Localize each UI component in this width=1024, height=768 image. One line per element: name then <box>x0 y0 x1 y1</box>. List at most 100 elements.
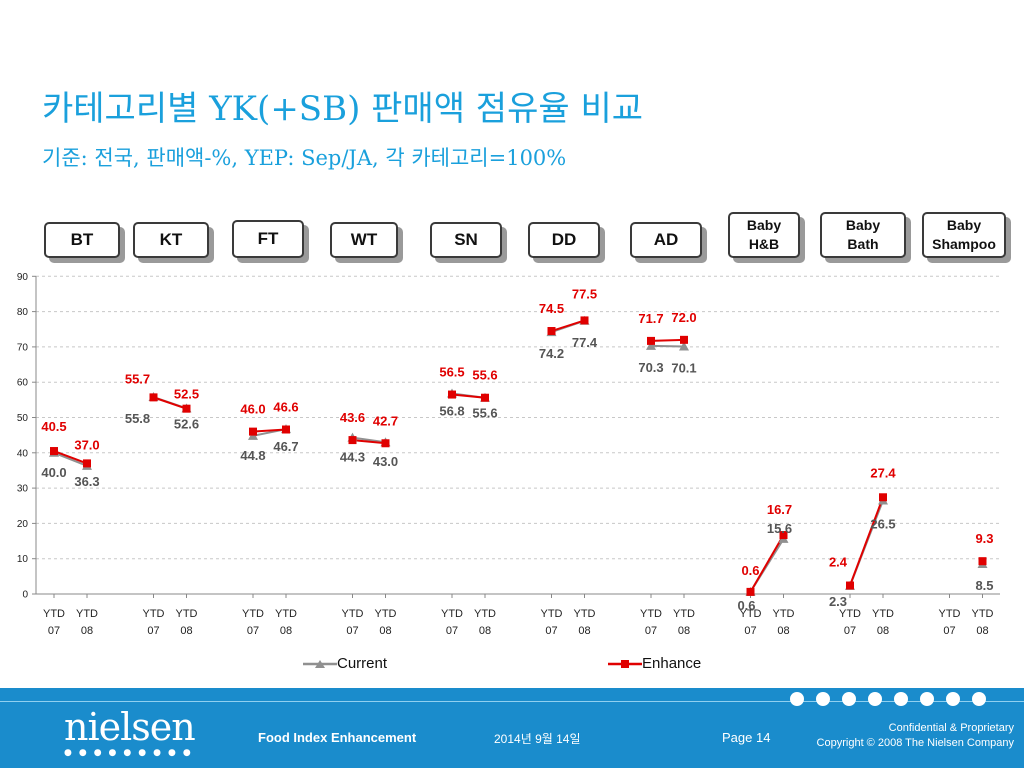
current-data-label: 43.0 <box>373 454 398 469</box>
category-baby-shampoo: Baby Shampoo <box>922 212 1006 258</box>
enhance-data-label: 55.6 <box>472 368 497 383</box>
category-ad: AD <box>630 222 702 258</box>
x-tick-label: YTD <box>375 608 397 620</box>
x-tick-label: 07 <box>545 625 557 637</box>
current-data-label: 0.6 <box>737 598 755 613</box>
enhance-point <box>348 436 357 445</box>
legend-enhance-label: Enhance <box>642 655 702 672</box>
dot-icon <box>894 692 908 706</box>
enhance-line <box>749 534 785 593</box>
enhance-data-label: 46.0 <box>240 402 265 417</box>
enhance-data-label: 71.7 <box>638 311 663 326</box>
x-tick-label: 08 <box>81 625 93 637</box>
enhance-line <box>849 496 884 586</box>
enhance-data-label: 77.5 <box>572 286 597 301</box>
page-subtitle: 기준: 전국, 판매액-%, YEP: Sep/JA, 각 카테고리=100% <box>42 146 567 170</box>
legend-current: Current <box>303 655 387 672</box>
x-tick-label: YTD <box>773 608 795 620</box>
decorative-dots <box>790 692 986 706</box>
x-tick-label: 07 <box>346 625 358 637</box>
enhance-data-label: 9.3 <box>975 531 993 546</box>
x-tick-label: 07 <box>744 625 756 637</box>
x-tick-label: YTD <box>242 608 264 620</box>
current-data-label: 36.3 <box>74 474 99 489</box>
x-tick-label: YTD <box>275 608 297 620</box>
footer-product: Food Index Enhancement <box>258 730 417 745</box>
x-tick-label: 07 <box>844 625 856 637</box>
category-baby-bath: Baby Bath <box>820 212 906 258</box>
dot-icon <box>972 692 986 706</box>
current-data-label: 8.5 <box>975 578 993 593</box>
y-tick-label: 60 <box>17 378 29 389</box>
x-tick-label: YTD <box>574 608 596 620</box>
dot-icon <box>946 692 960 706</box>
x-tick-label: YTD <box>176 608 198 620</box>
x-tick-label: 08 <box>280 625 292 637</box>
legend-enhance: Enhance <box>608 655 701 672</box>
y-tick-label: 80 <box>17 307 29 318</box>
enhance-point <box>547 327 556 336</box>
enhance-data-label: 43.6 <box>340 410 365 425</box>
current-data-label: 56.8 <box>439 403 464 418</box>
current-data-label: 15.6 <box>767 521 792 536</box>
x-tick-label: 07 <box>247 625 259 637</box>
enhance-point <box>746 587 755 596</box>
x-tick-label: YTD <box>143 608 165 620</box>
category-ft: FT <box>232 220 304 258</box>
category-baby-hb: Baby H&B <box>728 212 800 258</box>
enhance-point <box>282 425 290 434</box>
y-tick-label: 50 <box>17 413 29 424</box>
enhance-point <box>647 336 655 345</box>
current-data-label: 46.7 <box>273 439 298 454</box>
category-sn: SN <box>430 222 502 258</box>
enhance-line <box>650 338 685 342</box>
enhance-point <box>481 393 489 402</box>
enhance-point <box>381 439 390 448</box>
enhance-point <box>580 316 589 325</box>
x-tick-label: 08 <box>976 625 988 637</box>
legend-current-swatch <box>303 659 337 668</box>
dot-icon <box>868 692 882 706</box>
current-data-label: 44.8 <box>240 448 265 463</box>
enhance-point <box>779 531 788 540</box>
x-tick-label: 08 <box>379 625 391 637</box>
x-tick-label: YTD <box>441 608 463 620</box>
x-tick-label: YTD <box>640 608 662 620</box>
legend-enhance-swatch <box>608 659 642 668</box>
enhance-data-label: 56.5 <box>439 365 464 380</box>
enhance-point <box>879 493 887 502</box>
enhance-point <box>249 427 257 436</box>
dot-icon <box>842 692 856 706</box>
y-tick-label: 10 <box>17 554 29 565</box>
enhance-data-label: 40.5 <box>41 419 66 434</box>
current-data-label: 77.4 <box>572 335 598 350</box>
enhance-line <box>352 439 386 445</box>
x-tick-label: 07 <box>147 625 159 637</box>
enhance-line <box>451 393 486 399</box>
footer-copyright: Copyright © 2008 The Nielsen Company <box>816 737 1014 749</box>
enhance-line <box>252 428 287 433</box>
current-line <box>352 436 386 444</box>
enhance-data-label: 0.6 <box>741 563 759 578</box>
enhance-point <box>448 390 456 399</box>
enhance-data-label: 16.7 <box>767 502 792 517</box>
x-tick-label: 07 <box>446 625 458 637</box>
category-dd: DD <box>528 222 600 258</box>
nielsen-logo: nielsen <box>64 705 196 749</box>
current-point <box>646 340 656 350</box>
enhance-point <box>83 459 91 468</box>
enhance-data-label: 27.4 <box>870 465 896 480</box>
y-tick-label: 70 <box>17 342 29 353</box>
y-tick-label: 40 <box>17 448 29 459</box>
enhance-point <box>978 557 987 566</box>
x-tick-label: YTD <box>43 608 65 620</box>
enhance-data-label: 46.6 <box>273 400 298 415</box>
current-data-label: 74.2 <box>539 346 564 361</box>
x-tick-label: 08 <box>479 625 491 637</box>
enhance-data-label: 42.7 <box>373 413 398 428</box>
category-kt: KT <box>133 222 209 258</box>
x-tick-label: YTD <box>541 608 563 620</box>
x-tick-label: YTD <box>76 608 98 620</box>
enhance-data-label: 74.5 <box>539 301 564 316</box>
footer-divider <box>0 701 1024 702</box>
